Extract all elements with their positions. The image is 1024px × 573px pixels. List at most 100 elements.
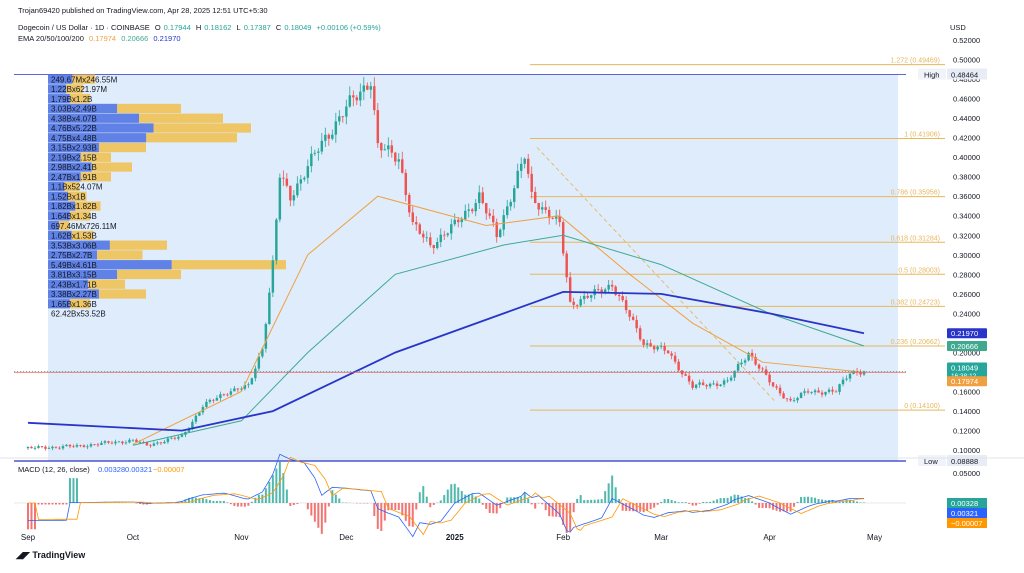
candle-body bbox=[439, 234, 442, 242]
macd-histogram-bar bbox=[583, 500, 586, 503]
macd-histogram-bar bbox=[184, 499, 187, 503]
macd-value-badge bbox=[947, 508, 987, 518]
macd-histogram-bar bbox=[793, 503, 796, 507]
candle-body bbox=[166, 438, 170, 442]
x-axis-label: Sep bbox=[21, 533, 36, 542]
candle-body bbox=[547, 209, 551, 219]
macd-value: 0.00328 bbox=[98, 465, 125, 474]
volume-profile-label: 3.15Bx2.93B bbox=[51, 144, 97, 153]
x-axis-label: Nov bbox=[234, 533, 248, 542]
candle-body bbox=[806, 391, 810, 393]
tradingview-logo-text: TradingView bbox=[32, 550, 86, 560]
candle-body bbox=[460, 219, 463, 223]
volume-profile-up bbox=[48, 191, 69, 201]
macd-histogram-bar bbox=[268, 481, 271, 503]
macd-histogram-bar bbox=[226, 502, 229, 503]
candle-body bbox=[40, 446, 44, 447]
volume-profile-label: 1.79Bx1.2B bbox=[51, 95, 92, 104]
macd-histogram-bar bbox=[642, 503, 645, 513]
macd-histogram-bar bbox=[278, 461, 281, 503]
volume-profile-down bbox=[80, 172, 111, 182]
candle-body bbox=[505, 206, 509, 216]
candle-body bbox=[68, 444, 72, 447]
candle-body bbox=[561, 222, 565, 254]
candle-body bbox=[533, 191, 537, 204]
candle-body bbox=[782, 393, 785, 399]
macd-histogram-bar bbox=[68, 478, 71, 503]
candle-body bbox=[642, 339, 645, 345]
ema-label[interactable]: EMA 20/50/100/200 bbox=[18, 34, 84, 43]
candle-body bbox=[691, 381, 694, 388]
macd-histogram-bar bbox=[233, 503, 236, 507]
candle-body bbox=[135, 439, 138, 443]
candle-body bbox=[30, 446, 33, 449]
y-axis-tick-label: 0.36000 bbox=[953, 192, 980, 201]
macd-histogram-bar bbox=[625, 503, 628, 511]
volume-profile-label: 249.67Mx246.55M bbox=[51, 75, 118, 84]
open-value: 0.17944 bbox=[163, 23, 191, 32]
volume-profile-label: 3.53Bx3.06B bbox=[51, 241, 97, 250]
macd-histogram-bar bbox=[702, 501, 705, 503]
macd-label: MACD (12, 26, close) bbox=[18, 465, 90, 474]
range-low-value-tag bbox=[947, 454, 987, 466]
range-low-tag bbox=[918, 454, 946, 466]
tradingview-logo[interactable]: ◢◤ TradingView bbox=[16, 550, 85, 561]
volume-profile-up bbox=[48, 260, 172, 270]
macd-histogram-bar bbox=[632, 503, 635, 512]
change-value: +0.00106 (+0.59%) bbox=[316, 23, 381, 32]
volume-profile-label: 1.82Bx1.82B bbox=[51, 202, 97, 211]
candle-body bbox=[138, 441, 142, 443]
volume-profile-up bbox=[48, 250, 98, 260]
macd-histogram-bar bbox=[47, 503, 50, 505]
candle-body bbox=[859, 372, 862, 375]
macd-histogram-bar bbox=[254, 497, 257, 503]
candle-body bbox=[194, 415, 198, 422]
candle-body bbox=[156, 442, 159, 444]
ema100-value: 0.21970 bbox=[153, 34, 181, 43]
macd-histogram-bar bbox=[569, 503, 572, 531]
macd-histogram-bar bbox=[863, 502, 866, 503]
symbol-name[interactable]: Dogecoin / US Dollar · 1D · COINBASE bbox=[18, 23, 150, 32]
macd-histogram-bar bbox=[572, 503, 575, 513]
candle-body bbox=[425, 237, 428, 239]
candle-body bbox=[579, 299, 582, 306]
macd-histogram-bar bbox=[215, 500, 218, 503]
macd-histogram-bar bbox=[796, 501, 799, 503]
volume-profile-label: 1.22Bx621.97M bbox=[51, 85, 107, 94]
macd-histogram-bar bbox=[579, 495, 582, 503]
macd-histogram-bar bbox=[838, 501, 841, 503]
candle-body bbox=[170, 437, 173, 439]
volume-profile-down bbox=[64, 181, 80, 192]
macd-histogram-bar bbox=[324, 503, 327, 523]
macd-histogram-bar bbox=[310, 503, 313, 516]
volume-profile-up bbox=[48, 299, 70, 309]
candle-body bbox=[89, 444, 93, 447]
volume-profile-up bbox=[48, 133, 147, 143]
fib-level-label: 0.5 (0.28003) bbox=[898, 267, 940, 274]
macd-histogram-bar bbox=[716, 499, 719, 503]
candle-body bbox=[726, 380, 729, 382]
candle-body bbox=[862, 371, 866, 375]
candle-body bbox=[624, 300, 628, 311]
candle-body bbox=[317, 151, 320, 153]
candle-body bbox=[243, 384, 247, 389]
candle-body bbox=[831, 389, 834, 392]
candle-body bbox=[478, 192, 481, 204]
macd-histogram-bar bbox=[208, 500, 211, 503]
volume-profile-label: 2.19Bx2.15B bbox=[51, 153, 97, 162]
candle-body bbox=[110, 442, 114, 444]
volume-profile-label: 1.52Bx1B bbox=[51, 192, 86, 201]
macd-histogram-bar bbox=[628, 503, 631, 512]
candle-body bbox=[418, 224, 421, 234]
candle-body bbox=[145, 442, 149, 446]
volume-profile-down bbox=[69, 94, 90, 104]
macd-histogram-bar bbox=[450, 484, 453, 503]
candle-body bbox=[373, 86, 376, 111]
x-axis-label: Dec bbox=[339, 533, 353, 542]
macd-histogram-bar bbox=[856, 501, 859, 503]
candle-body bbox=[275, 219, 278, 261]
y-axis-tick-label: 0.28000 bbox=[953, 270, 980, 279]
volume-profile-label: 4.38Bx4.07B bbox=[51, 114, 97, 123]
macd-histogram-bar bbox=[705, 501, 708, 503]
